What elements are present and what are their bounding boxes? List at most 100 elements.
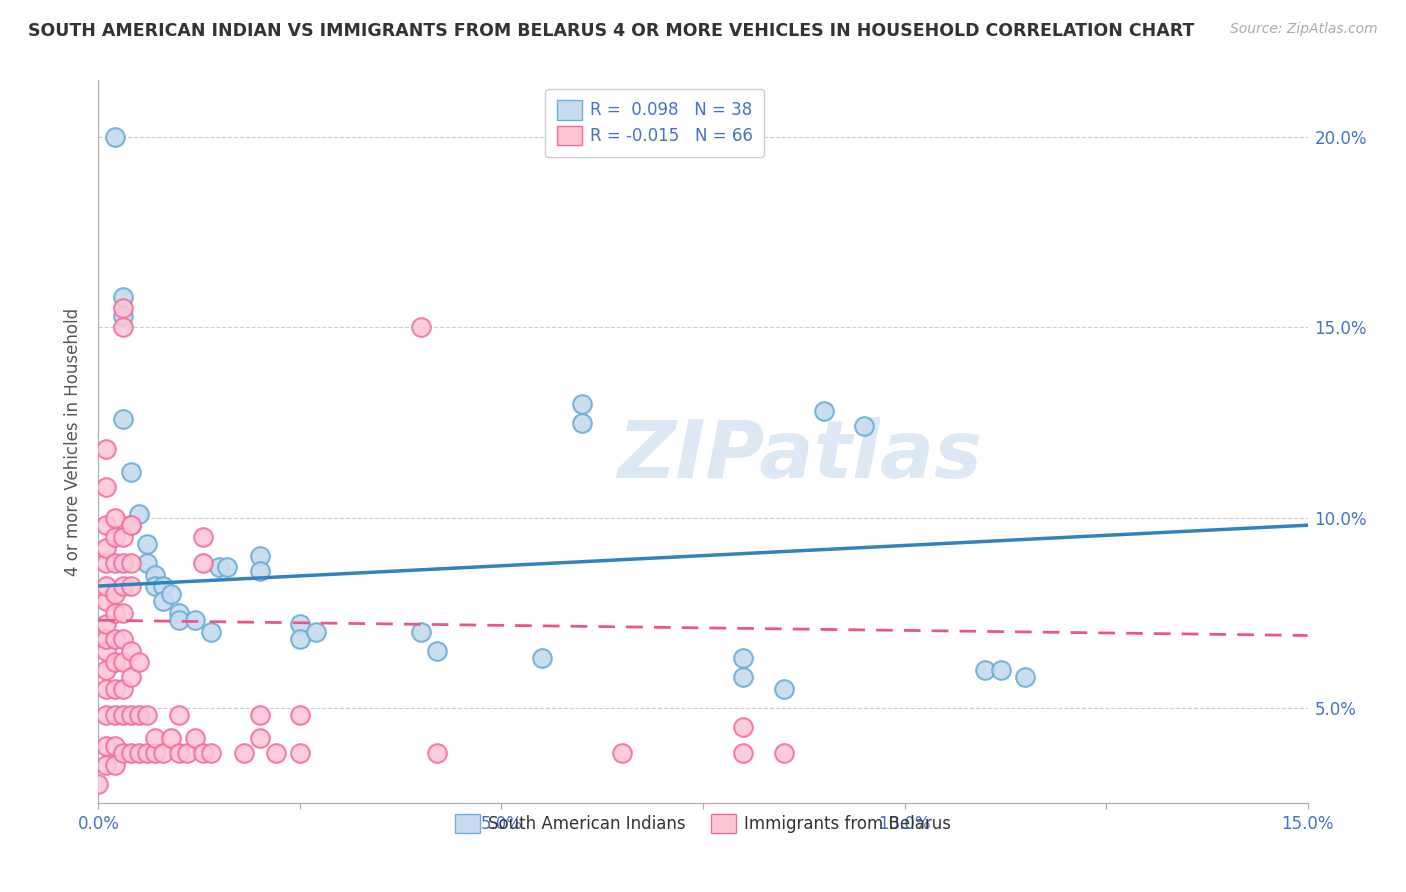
Point [103, 757, 125, 772]
Point [111, 530, 134, 544]
Point [176, 747, 198, 761]
Point [103, 655, 125, 669]
Point [111, 655, 134, 669]
Point [111, 606, 134, 620]
Point [193, 530, 215, 544]
Point [772, 681, 794, 696]
Point [96, 556, 118, 570]
Point [184, 731, 207, 746]
Point [96, 579, 118, 593]
Point [120, 518, 142, 533]
Point [103, 556, 125, 570]
Point [96, 663, 118, 677]
Point [96, 708, 118, 723]
Y-axis label: 4 or more Vehicles in Household: 4 or more Vehicles in Household [65, 308, 83, 575]
Point [249, 731, 271, 746]
Point [103, 130, 125, 145]
Point [1014, 670, 1036, 684]
Point [571, 396, 593, 410]
Point [217, 560, 239, 574]
Point [111, 747, 134, 761]
Point [128, 747, 150, 761]
Point [974, 663, 997, 677]
Point [772, 747, 794, 761]
Point [135, 708, 157, 723]
Point [733, 720, 755, 734]
Point [288, 708, 311, 723]
Point [409, 320, 432, 334]
Point [167, 708, 190, 723]
Point [128, 655, 150, 669]
Text: ZIPatlas: ZIPatlas [617, 417, 983, 495]
Point [167, 613, 190, 627]
Point [249, 708, 271, 723]
Point [96, 757, 118, 772]
Point [853, 419, 876, 434]
Point [135, 537, 157, 551]
Point [120, 643, 142, 657]
Point [111, 681, 134, 696]
Point [426, 643, 449, 657]
Point [111, 632, 134, 647]
Point [111, 411, 134, 425]
Point [111, 320, 134, 334]
Point [120, 708, 142, 723]
Point [305, 624, 328, 639]
Point [143, 567, 166, 582]
Point [96, 480, 118, 494]
Point [208, 560, 231, 574]
Point [120, 579, 142, 593]
Point [571, 416, 593, 430]
Point [111, 579, 134, 593]
Point [128, 708, 150, 723]
Point [103, 587, 125, 601]
Point [249, 564, 271, 578]
Point [96, 643, 118, 657]
Point [111, 290, 134, 304]
Point [120, 747, 142, 761]
Point [120, 518, 142, 533]
Point [184, 613, 207, 627]
Point [103, 739, 125, 753]
Point [96, 541, 118, 555]
Point [128, 507, 150, 521]
Point [96, 681, 118, 696]
Point [103, 530, 125, 544]
Point [103, 681, 125, 696]
Point [120, 670, 142, 684]
Point [426, 747, 449, 761]
Point [288, 747, 311, 761]
Legend: South American Indians, Immigrants from Belarus: South American Indians, Immigrants from … [443, 803, 963, 845]
Point [249, 549, 271, 563]
Point [135, 747, 157, 761]
Point [96, 739, 118, 753]
Point [200, 747, 222, 761]
Point [409, 624, 432, 639]
Point [288, 632, 311, 647]
Point [96, 442, 118, 457]
Point [612, 747, 634, 761]
Point [120, 465, 142, 479]
Point [103, 708, 125, 723]
Point [200, 624, 222, 639]
Point [193, 556, 215, 570]
Point [160, 731, 183, 746]
Point [103, 510, 125, 524]
Point [193, 747, 215, 761]
Point [152, 594, 174, 608]
Point [733, 651, 755, 665]
Text: Source: ZipAtlas.com: Source: ZipAtlas.com [1230, 22, 1378, 37]
Point [96, 617, 118, 632]
Point [264, 747, 287, 761]
Point [135, 556, 157, 570]
Point [143, 731, 166, 746]
Point [120, 556, 142, 570]
Point [152, 579, 174, 593]
Point [111, 309, 134, 323]
Point [990, 663, 1012, 677]
Point [87, 777, 110, 791]
Point [733, 747, 755, 761]
Point [813, 404, 835, 418]
Point [160, 587, 183, 601]
Point [103, 632, 125, 647]
